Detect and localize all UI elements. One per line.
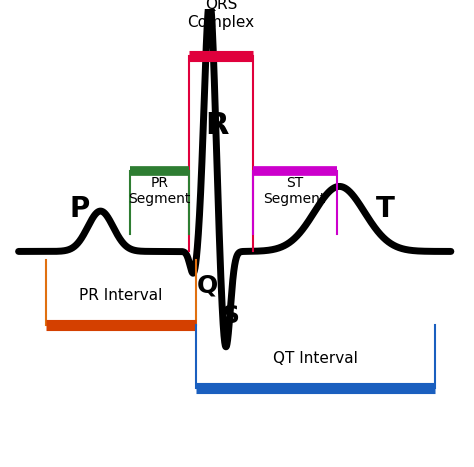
Text: T: T	[375, 195, 394, 223]
Text: R: R	[205, 112, 228, 141]
Text: QRS
Complex: QRS Complex	[188, 0, 255, 29]
Text: ST
Segment: ST Segment	[264, 176, 326, 206]
Text: P: P	[70, 195, 90, 223]
Text: S: S	[221, 304, 239, 328]
Text: PR
Segment: PR Segment	[128, 176, 191, 206]
Text: QT Interval: QT Interval	[273, 351, 358, 366]
Text: Q: Q	[197, 273, 218, 297]
Text: PR Interval: PR Interval	[79, 288, 163, 303]
